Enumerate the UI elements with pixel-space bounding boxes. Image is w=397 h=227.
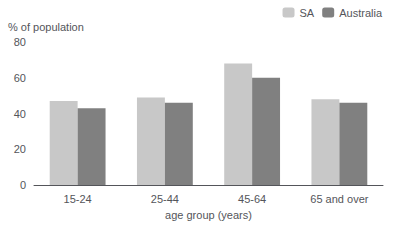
svg-text:40: 40: [14, 108, 26, 120]
svg-text:20: 20: [14, 143, 26, 155]
svg-text:25-44: 25-44: [151, 193, 179, 205]
svg-text:SA: SA: [300, 7, 315, 19]
svg-text:80: 80: [14, 36, 26, 48]
svg-text:45-64: 45-64: [238, 193, 266, 205]
svg-text:65 and over: 65 and over: [310, 193, 368, 205]
svg-text:15-24: 15-24: [64, 193, 92, 205]
svg-text:age group (years): age group (years): [165, 209, 252, 221]
svg-text:0: 0: [20, 179, 26, 191]
svg-text:Australia: Australia: [339, 7, 383, 19]
svg-text:60: 60: [14, 72, 26, 84]
svg-text:% of population: % of population: [8, 21, 84, 33]
